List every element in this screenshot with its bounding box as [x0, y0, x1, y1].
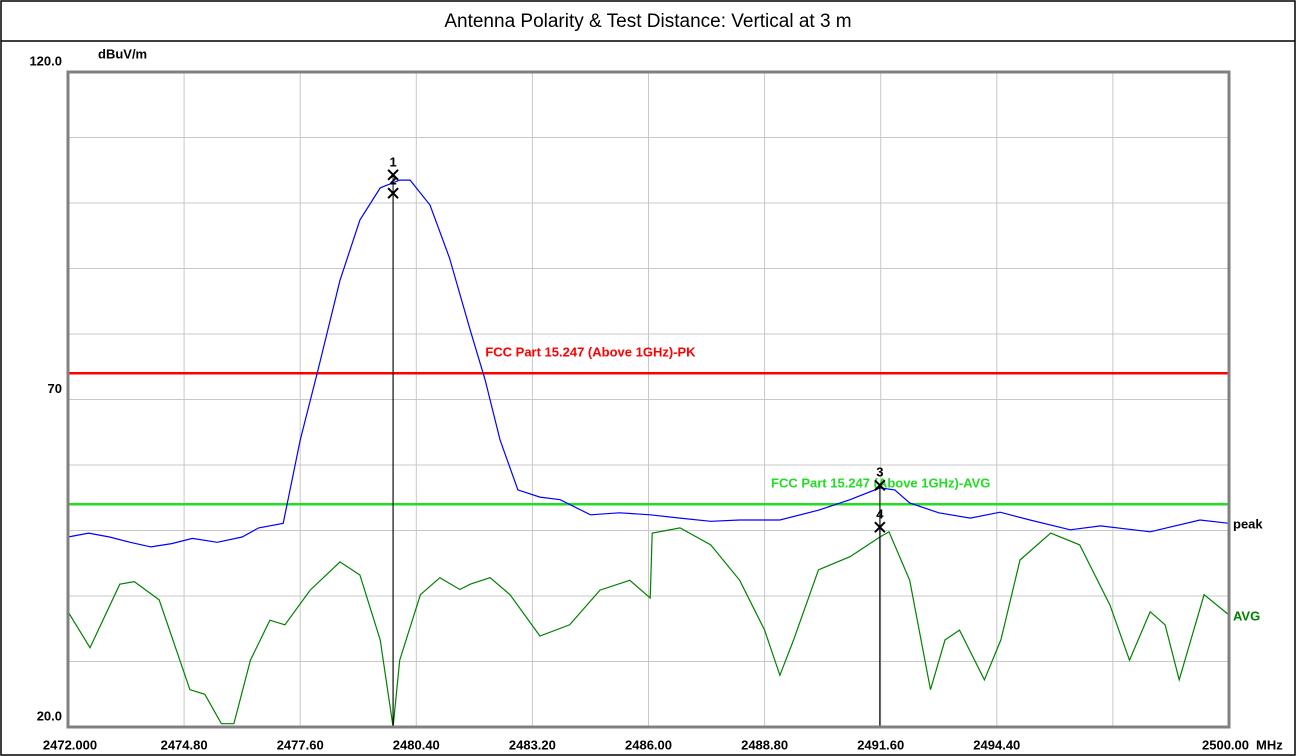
- plot-border: [66, 70, 1231, 729]
- y-tick-label: 70: [48, 381, 62, 396]
- x-tick-label: 2483.20: [509, 737, 556, 752]
- x-tick-label: 2494.40: [973, 737, 1020, 752]
- x-unit: MHz: [1256, 737, 1283, 752]
- marker: [874, 521, 886, 533]
- limit-label: FCC Part 15.247 (Above 1GHz)-PK: [485, 345, 696, 360]
- trace: [67, 179, 1230, 548]
- x-tick-label: 2486.00: [625, 737, 672, 752]
- legend-label: peak: [1233, 517, 1263, 532]
- x-tick-label: 2488.80: [741, 737, 788, 752]
- marker-label: 4: [876, 507, 884, 522]
- chart-title: Antenna Polarity & Test Distance: Vertic…: [444, 11, 851, 32]
- y-tick-label: 20.0: [37, 708, 62, 723]
- x-tick-label: 2477.60: [277, 737, 324, 752]
- marker-label: 2: [389, 173, 396, 188]
- marker: [387, 187, 399, 199]
- x-tick-label: 2472.000: [43, 737, 97, 752]
- x-tick-label: 2474.80: [161, 737, 208, 752]
- marker: [387, 169, 399, 181]
- y-tick-label: 120.0: [29, 53, 62, 68]
- y-unit: dBuV/m: [98, 46, 147, 61]
- marker-label: 1: [389, 154, 396, 169]
- trace: [67, 527, 1230, 728]
- x-tick-label: 2480.40: [393, 737, 440, 752]
- x-tick-label: 2500.00: [1202, 737, 1249, 752]
- marker: [874, 479, 886, 492]
- legend-label: AVG: [1233, 608, 1260, 623]
- x-tick-label: 2491.60: [857, 737, 904, 752]
- marker-label: 3: [876, 465, 883, 480]
